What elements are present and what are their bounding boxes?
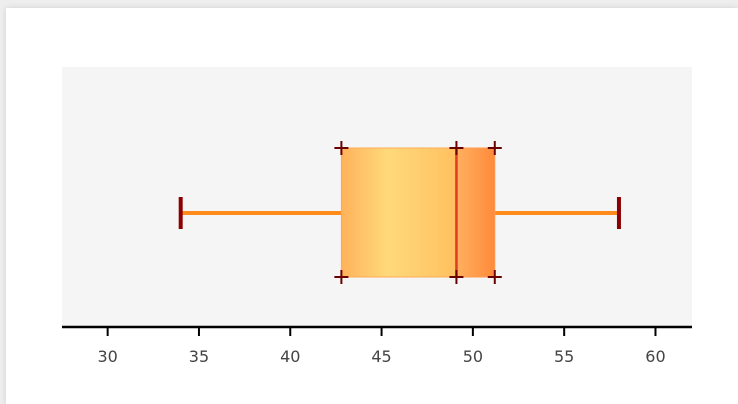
- x-tick-label-55: 55: [554, 347, 574, 366]
- marker-median-bottom: [449, 270, 464, 284]
- x-tick-label-50: 50: [463, 347, 483, 366]
- marker-q3-top: [487, 141, 502, 155]
- x-tick-label-45: 45: [371, 347, 391, 366]
- marker-median-top: [449, 141, 464, 155]
- marker-q1-bottom: [334, 270, 349, 284]
- x-tick-label-30: 30: [97, 347, 117, 366]
- marker-q3-bottom: [487, 270, 502, 284]
- x-tick-label-60: 60: [645, 347, 665, 366]
- x-tick-label-35: 35: [189, 347, 209, 366]
- x-tick-label-40: 40: [280, 347, 300, 366]
- box-upper-half: [455, 147, 496, 278]
- marker-q1-top: [334, 141, 349, 155]
- box-lower-half: [340, 147, 457, 278]
